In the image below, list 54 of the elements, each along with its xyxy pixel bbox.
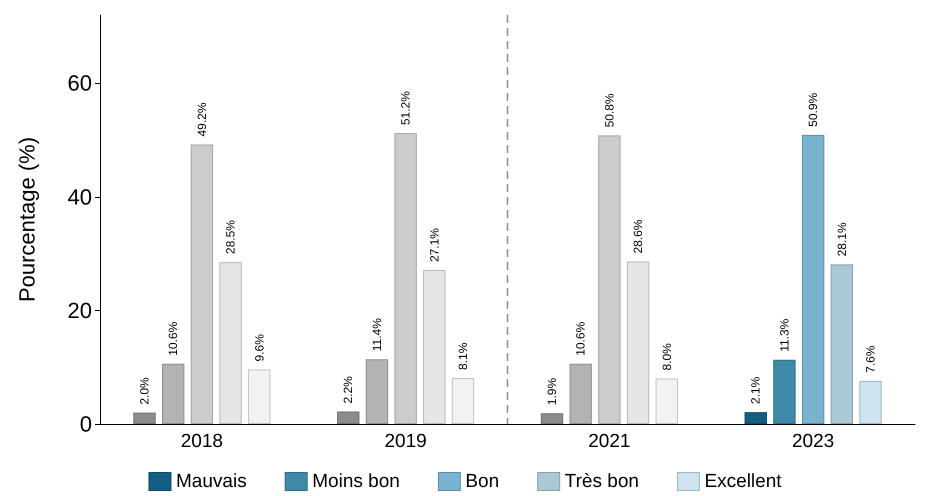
bar <box>802 134 824 424</box>
bar <box>773 360 796 424</box>
data-label: 28.5% <box>224 220 238 254</box>
data-label: 50.8% <box>602 93 616 128</box>
bar <box>337 412 360 424</box>
data-label: 8.1% <box>456 342 470 370</box>
legend-label: Mauvais <box>176 471 247 492</box>
legend-label: Moins bon <box>312 471 400 492</box>
data-label: 2.2% <box>341 376 356 404</box>
data-label: 10.6% <box>166 321 180 356</box>
bar <box>859 380 882 424</box>
data-label: 50.9% <box>806 92 820 127</box>
data-label: 28.1% <box>834 222 849 256</box>
y-tick-label: 0 <box>80 412 92 436</box>
bar <box>540 413 564 424</box>
bar <box>366 359 388 424</box>
data-label: 11.4% <box>370 318 384 352</box>
x-tick-label: 2019 <box>384 431 427 452</box>
bar <box>219 262 242 424</box>
data-label: 2.1% <box>748 376 763 404</box>
bar <box>744 412 767 424</box>
data-label: 7.6% <box>864 345 878 373</box>
bar <box>133 412 156 424</box>
data-label: 51.2% <box>398 90 413 126</box>
x-tick-label: 2023 <box>792 431 834 452</box>
legend-label: Bon <box>465 471 500 492</box>
y-axis-title: Pourcentage (%) <box>14 136 40 302</box>
data-label: 1.9% <box>545 378 559 406</box>
legend-label: Excellent <box>704 471 782 492</box>
data-label: 27.1% <box>427 228 442 262</box>
bar <box>162 364 184 424</box>
data-label: 11.3% <box>777 318 792 352</box>
x-tick-label: 2021 <box>588 431 631 452</box>
legend-label: Très bon <box>564 471 639 492</box>
bar <box>569 364 592 424</box>
bar <box>394 133 417 424</box>
bar <box>830 264 854 424</box>
data-label: 49.2% <box>194 102 209 137</box>
data-label: 28.6% <box>631 219 646 254</box>
data-label: 2.0% <box>138 376 152 405</box>
y-tick-label: 60 <box>68 70 92 96</box>
bar <box>452 378 474 424</box>
bar <box>248 369 270 424</box>
y-tick-label: 40 <box>68 184 92 210</box>
bar <box>656 378 678 424</box>
y-tick-label: 20 <box>68 298 92 323</box>
x-tick-label: 2018 <box>180 431 224 452</box>
bar <box>598 135 621 424</box>
data-label: 9.6% <box>252 334 266 362</box>
data-label: 10.6% <box>574 321 588 356</box>
bar <box>423 270 446 424</box>
data-label: 8.0% <box>660 342 674 371</box>
bar <box>626 262 650 424</box>
bar <box>190 144 214 424</box>
